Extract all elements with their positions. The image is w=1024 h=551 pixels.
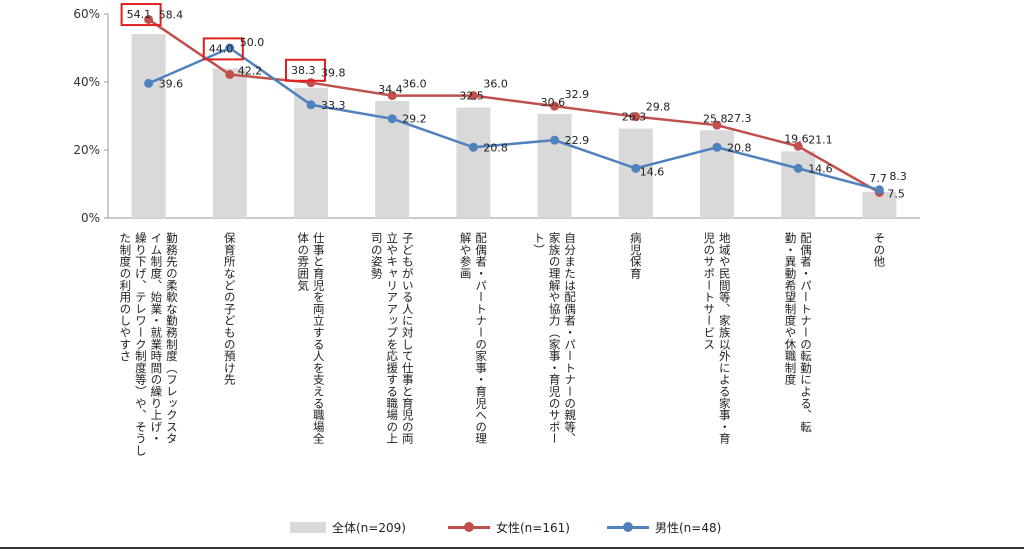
- legend-swatch-male: [607, 521, 649, 533]
- line-male-label: 14.6: [640, 165, 665, 178]
- legend-item-male: 男性(n=48): [607, 515, 721, 539]
- line-female-point: [793, 141, 803, 151]
- x-category-label: 保育所などの子どもの預け先: [223, 231, 237, 386]
- legend-swatch-female: [448, 521, 490, 533]
- line-male-point: [387, 114, 397, 124]
- y-tick-label: 20%: [73, 143, 100, 157]
- bar-all: [456, 107, 491, 218]
- highlight-box: [285, 58, 326, 82]
- line-male-point: [550, 135, 560, 145]
- highlight-box: [120, 3, 162, 27]
- line-female-label: 27.3: [727, 112, 752, 125]
- line-female-label: 32.9: [565, 88, 590, 101]
- bar-all-label: 30.6: [541, 96, 566, 109]
- y-tick-label: 0%: [81, 211, 100, 225]
- legend-label-all: 全体(n=209): [332, 520, 406, 535]
- legend-swatch-all: [290, 521, 326, 533]
- x-category-label: 病児保育: [629, 231, 643, 279]
- x-category-label: 体の雰囲気: [296, 231, 310, 291]
- bar-all-label: 7.7: [869, 172, 887, 185]
- legend: 全体(n=209) 女性(n=161) 男性(n=48): [0, 515, 1024, 539]
- line-male-label: 29.2: [402, 113, 427, 126]
- line-female-point: [712, 120, 722, 130]
- line-female-point: [306, 78, 316, 88]
- x-category-label: 配偶者・パートナーの転勤による、転: [799, 232, 813, 433]
- line-female-point: [144, 14, 154, 24]
- bar-all: [618, 128, 653, 218]
- line-female-label: 42.2: [238, 65, 262, 78]
- line-male-point: [144, 78, 154, 88]
- line-male-point: [225, 43, 235, 53]
- x-category-label: その他: [872, 232, 886, 267]
- line-female-label: 29.8: [646, 101, 671, 114]
- line-female-label: 39.8: [321, 67, 346, 80]
- x-category-label: 配偶者・パートナーの家事・育児への理: [474, 232, 488, 444]
- line-female: [147, 18, 881, 194]
- bar-all: [294, 87, 328, 218]
- line-male-point: [468, 142, 478, 152]
- x-category-label: 司の姿勢: [370, 232, 384, 280]
- line-male-point: [874, 185, 884, 195]
- x-category-label: 家族の理解や協力（家事・育児のサポー: [548, 231, 562, 444]
- x-category-label: ト）: [532, 232, 546, 256]
- bar-all-label: 25.8: [703, 112, 728, 125]
- x-category-label: た制度の利用のしやすさ: [118, 232, 132, 362]
- y-tick-label: 60%: [73, 7, 100, 21]
- line-male-label: 20.8: [727, 141, 752, 154]
- line-female-label: 36.0: [483, 78, 508, 91]
- x-category-label: イム制度、始業・就業時間の繰り上げ・: [149, 232, 163, 444]
- line-male-label: 22.9: [565, 134, 590, 147]
- legend-label-female: 女性(n=161): [496, 520, 570, 535]
- bar-all-label: 26.3: [622, 111, 647, 124]
- line-male-label: 39.6: [159, 77, 184, 90]
- bar-all: [131, 34, 166, 219]
- x-category-label: 解や参画: [459, 231, 473, 279]
- line-female-point: [631, 112, 641, 122]
- line-female-label: 36.0: [402, 78, 427, 91]
- x-category-label: 子どもがいる人に対して仕事と育児の両: [401, 232, 415, 445]
- x-category-label: 仕事と育児を両立する人を支える職場全: [312, 232, 326, 444]
- bar-all-label: 44.0: [209, 42, 234, 55]
- line-male-point: [712, 142, 722, 152]
- bar-all-label: 34.4: [378, 83, 403, 96]
- bar-all: [781, 151, 816, 218]
- legend-item-female: 女性(n=161): [448, 515, 570, 539]
- line-male-point: [306, 100, 316, 110]
- line-female-point: [550, 101, 560, 111]
- bar-all-label: 38.3: [291, 64, 316, 77]
- line-female-point: [468, 91, 478, 101]
- line-male-label: 20.8: [483, 141, 508, 154]
- x-category-label: 児のサポートサービス: [702, 232, 716, 350]
- line-male-point: [793, 163, 803, 173]
- bar-all: [212, 68, 247, 219]
- line-male-point: [631, 163, 641, 173]
- x-category-label: 勤・異動希望制度や休職制度: [783, 232, 797, 386]
- x-category-label: 自分または配偶者・パートナーの親等、: [563, 232, 577, 444]
- line-male: [148, 46, 880, 191]
- x-category-label: 勤務先の柔軟な勤務制度（フレックスタ: [165, 232, 179, 444]
- x-category-label: 繰り下げ、テレワーク制度等）や、そうし: [134, 231, 148, 456]
- bar-all-label: 19.6: [784, 132, 809, 145]
- x-category-label: 立やキャリアアップを応援する職場の上: [385, 231, 399, 444]
- highlight-box: [202, 37, 244, 61]
- line-female-point: [387, 91, 397, 101]
- y-tick-label: 40%: [73, 75, 100, 89]
- bar-all-label: 54.1: [127, 8, 152, 21]
- line-male-label: 33.3: [321, 99, 346, 112]
- legend-label-male: 男性(n=48): [655, 520, 722, 535]
- line-male-label: 14.6: [808, 162, 833, 175]
- line-female-label: 58.4: [159, 8, 184, 21]
- line-male-label: 8.3: [889, 170, 907, 183]
- line-female-label: 21.1: [808, 133, 833, 146]
- x-category-label: 地域や民間等、家族以外による家事・育: [718, 232, 732, 445]
- bar-all: [537, 113, 572, 218]
- bar-all-label: 32.5: [459, 90, 484, 103]
- bottom-rule: [0, 547, 1024, 549]
- legend-item-all: 全体(n=209): [290, 515, 406, 539]
- line-female-point: [225, 70, 235, 80]
- line-male-label: 50.0: [240, 36, 264, 49]
- line-female-label: 7.5: [887, 188, 905, 201]
